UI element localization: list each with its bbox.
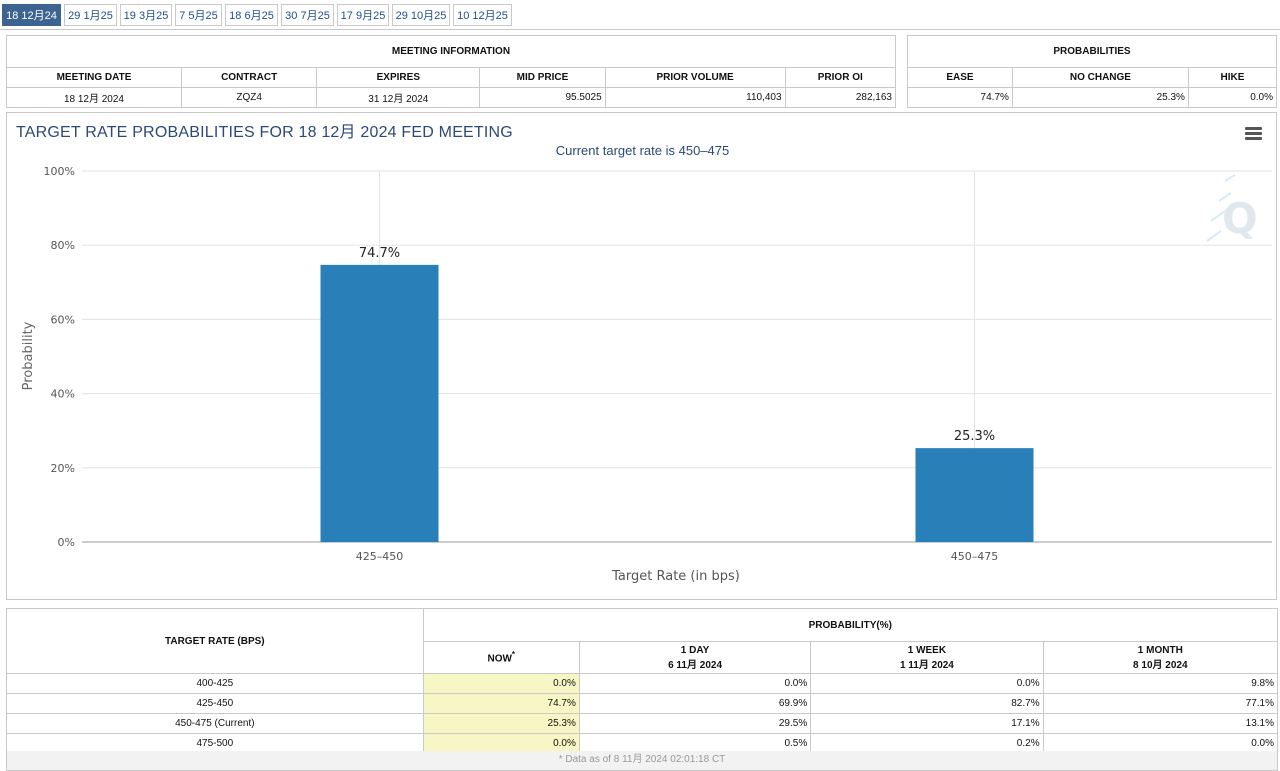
meeting-date-value: 18 12月 2024 xyxy=(6,87,182,108)
tab-meeting-6[interactable]: 30 7月25 xyxy=(281,4,334,26)
meeting-tabs: 18 12月24 29 1月25 19 3月25 7 5月25 18 6月25 … xyxy=(0,0,1280,30)
prior-volume-value: 110,403 xyxy=(604,87,786,108)
meeting-date-header: MEETING DATE xyxy=(6,67,182,88)
x-tick-label: 450–475 xyxy=(951,550,999,563)
one-day-header: 1 DAY 6 11月 2024 xyxy=(578,641,812,674)
week-cell: 82.7% xyxy=(810,693,1044,714)
tab-meeting-2[interactable]: 29 1月25 xyxy=(64,4,117,26)
bar-data-label: 74.7% xyxy=(359,246,400,261)
day-cell: 0.0% xyxy=(578,673,812,694)
svg-text:Q: Q xyxy=(1222,194,1258,243)
bar-data-label: 25.3% xyxy=(954,429,995,444)
y-tick-label: 40% xyxy=(51,388,75,401)
expires-value: 31 12月 2024 xyxy=(316,87,481,108)
one-month-date: 8 10月 2024 xyxy=(1133,659,1188,671)
table-row: 400-425 0.0% 0.0% 0.0% 9.8% xyxy=(6,673,1279,694)
prior-volume-header: PRIOR VOLUME xyxy=(604,67,786,88)
meeting-information-table: MEETING INFORMATION MEETING DATE CONTRAC… xyxy=(6,35,897,108)
table-row: 425-450 74.7% 69.9% 82.7% 77.1% xyxy=(6,693,1279,714)
one-day-date: 6 11月 2024 xyxy=(668,659,723,671)
chart-title: TARGET RATE PROBABILITIES FOR 18 12月 202… xyxy=(16,124,513,141)
one-day-label: 1 DAY xyxy=(680,644,710,656)
contract-value: ZQZ4 xyxy=(180,87,318,108)
month-cell: 77.1% xyxy=(1042,693,1279,714)
day-cell: 29.5% xyxy=(578,713,812,734)
tab-meeting-9[interactable]: 10 12月25 xyxy=(453,4,512,26)
tab-meeting-4[interactable]: 7 5月25 xyxy=(175,4,222,26)
x-tick-label: 425–450 xyxy=(356,550,404,563)
tab-meeting-5[interactable]: 18 6月25 xyxy=(225,4,278,26)
rate-cell: 425-450 xyxy=(6,693,424,714)
target-rate-header: TARGET RATE (BPS) xyxy=(6,608,424,674)
mid-price-value: 95.5025 xyxy=(479,87,606,108)
now-label: NOW xyxy=(487,653,512,665)
tab-meeting-8[interactable]: 29 10月25 xyxy=(392,4,450,26)
hike-header: HIKE xyxy=(1187,67,1278,88)
ease-value: 74.7% xyxy=(907,87,1013,108)
y-tick-label: 80% xyxy=(51,239,75,252)
probabilities-title: PROBABILITIES xyxy=(907,35,1277,68)
month-cell: 9.8% xyxy=(1042,673,1279,694)
y-axis-label: Probability xyxy=(21,321,36,390)
now-header: NOW* xyxy=(422,641,580,674)
target-rate-chart: TARGET RATE PROBABILITIES FOR 18 12月 202… xyxy=(6,112,1277,600)
week-cell: 0.0% xyxy=(810,673,1044,694)
q-logo-icon: Q xyxy=(1206,174,1258,243)
rate-cell: 450-475 (Current) xyxy=(6,713,424,734)
y-tick-label: 60% xyxy=(51,313,75,326)
prior-oi-header: PRIOR OI xyxy=(784,67,897,88)
bar-chart-svg: 0% 20% 40% 60% 80% 100% 74.7% 425–450 25.3% 450–… xyxy=(21,165,1272,584)
one-month-label: 1 MONTH xyxy=(1137,644,1183,656)
bar-450–475[interactable] xyxy=(915,448,1034,542)
table-row: 450-475 (Current) 25.3% 29.5% 17.1% 13.1… xyxy=(6,713,1279,734)
hike-value: 0.0% xyxy=(1187,87,1278,108)
y-tick-label: 0% xyxy=(58,536,75,549)
bar-425–450[interactable] xyxy=(320,264,439,542)
prior-oi-value: 282,163 xyxy=(784,87,897,108)
one-week-label: 1 WEEK xyxy=(907,644,947,656)
month-cell: 13.1% xyxy=(1042,713,1279,734)
meeting-information-title: MEETING INFORMATION xyxy=(6,35,896,68)
one-week-header: 1 WEEK 1 11月 2024 xyxy=(810,641,1044,674)
mid-price-header: MID PRICE xyxy=(479,67,606,88)
tab-meeting-1[interactable]: 18 12月24 xyxy=(2,4,61,26)
y-tick-label: 20% xyxy=(51,462,75,475)
one-week-date: 1 11月 2024 xyxy=(899,659,954,671)
tab-meeting-3[interactable]: 19 3月25 xyxy=(120,4,172,26)
tab-meeting-7[interactable]: 17 9月25 xyxy=(337,4,389,26)
expires-header: EXPIRES xyxy=(316,67,481,88)
no-change-value: 25.3% xyxy=(1011,87,1189,108)
data-timestamp-footnote: * Data as of 8 11月 2024 02:01:18 CT xyxy=(6,751,1278,771)
rate-cell: 400-425 xyxy=(6,673,424,694)
hamburger-menu-icon[interactable] xyxy=(1245,127,1262,141)
now-marker: * xyxy=(511,650,516,660)
week-cell: 17.1% xyxy=(810,713,1044,734)
now-cell: 25.3% xyxy=(422,713,580,734)
y-tick-label: 100% xyxy=(44,165,75,178)
x-axis-label: Target Rate (in bps) xyxy=(611,569,740,584)
day-cell: 69.9% xyxy=(578,693,812,714)
target-rate-probability-table: TARGET RATE (BPS) PROBABILITY(%) NOW* 1 … xyxy=(6,608,1279,754)
one-month-header: 1 MONTH 8 10月 2024 xyxy=(1042,641,1279,674)
probability-group-header: PROBABILITY(%) xyxy=(422,608,1279,642)
ease-header: EASE xyxy=(907,67,1013,88)
probabilities-table: PROBABILITIES EASE NO CHANGE HIKE 74.7% … xyxy=(907,35,1278,108)
now-cell: 74.7% xyxy=(422,693,580,714)
table-row: 475-500 0.0% 0.5% 0.2% 0.0% xyxy=(6,733,1279,754)
contract-header: CONTRACT xyxy=(180,67,318,88)
now-cell: 0.0% xyxy=(422,673,580,694)
chart-subtitle: Current target rate is 450–475 xyxy=(555,143,730,158)
no-change-header: NO CHANGE xyxy=(1011,67,1189,88)
